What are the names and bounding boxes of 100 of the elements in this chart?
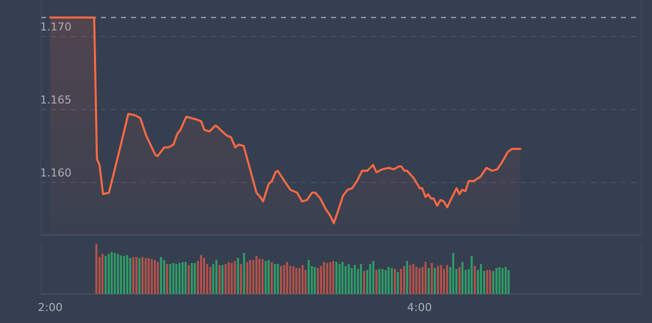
bar	[440, 265, 442, 294]
bar	[286, 262, 288, 294]
bar	[492, 271, 494, 294]
bar	[142, 257, 144, 294]
bar	[314, 267, 316, 294]
bar	[363, 271, 366, 294]
bar	[474, 266, 476, 294]
bar	[188, 265, 190, 294]
bar	[249, 260, 252, 294]
bar	[234, 261, 236, 294]
bar	[236, 258, 239, 294]
bar	[348, 264, 350, 294]
bar	[508, 270, 510, 294]
bar	[200, 255, 202, 294]
bar	[215, 260, 218, 294]
bar	[289, 266, 292, 294]
bar	[166, 264, 168, 294]
bar	[169, 264, 172, 294]
bar	[95, 244, 98, 294]
bar	[495, 268, 498, 294]
bar	[470, 256, 473, 294]
bar	[150, 259, 153, 294]
bar	[258, 259, 260, 294]
x-tick-label: 2:00	[38, 301, 63, 314]
bar	[394, 269, 396, 294]
bar	[270, 262, 273, 294]
bar	[120, 256, 122, 294]
bar	[230, 263, 233, 294]
bar	[138, 258, 140, 294]
bar	[156, 262, 159, 294]
bar	[372, 261, 374, 294]
bar	[194, 263, 196, 294]
bar	[190, 263, 193, 294]
bar	[264, 261, 267, 294]
bar	[341, 262, 344, 294]
bar	[126, 255, 128, 294]
bar	[434, 268, 436, 294]
bar	[436, 266, 439, 294]
bar	[209, 267, 212, 294]
bar	[388, 267, 390, 294]
y-tick-label: 1.170	[40, 20, 72, 34]
bar	[446, 265, 448, 294]
bar	[246, 262, 248, 294]
bar	[323, 262, 326, 294]
bar	[178, 263, 180, 294]
bar	[418, 268, 420, 294]
bar	[274, 264, 276, 294]
bar	[504, 267, 507, 294]
bar	[203, 258, 206, 294]
bar	[396, 272, 399, 294]
bar	[262, 259, 264, 294]
bar	[326, 263, 328, 294]
bar	[243, 253, 246, 294]
bar	[116, 254, 119, 294]
bar	[338, 264, 341, 294]
bar	[160, 257, 162, 294]
bar	[428, 268, 430, 294]
bar	[302, 265, 304, 294]
bar	[135, 257, 138, 294]
bar	[154, 260, 156, 294]
bar	[378, 269, 380, 294]
bar	[295, 268, 298, 294]
bar	[316, 268, 319, 294]
bar	[308, 260, 310, 294]
bar	[280, 266, 282, 294]
bar	[212, 264, 214, 294]
bar	[110, 252, 113, 294]
bar	[129, 258, 132, 294]
bar	[108, 254, 110, 294]
bar	[292, 266, 294, 294]
bar	[415, 267, 418, 294]
bar	[298, 268, 300, 294]
bar	[384, 270, 387, 294]
bar	[240, 264, 242, 294]
bar	[252, 260, 254, 294]
bar	[148, 258, 150, 294]
bar	[228, 262, 230, 294]
bar	[329, 262, 332, 294]
bar	[114, 253, 116, 294]
bar	[486, 270, 488, 294]
bar	[283, 265, 286, 294]
bar	[354, 265, 356, 294]
bar	[350, 268, 353, 294]
bar	[489, 270, 492, 294]
bar	[218, 265, 221, 294]
bar	[123, 256, 126, 294]
bar	[382, 269, 384, 294]
bar	[498, 267, 500, 294]
bar	[332, 261, 334, 294]
bar	[360, 264, 362, 294]
bar	[101, 254, 104, 294]
x-tick-label: 4:00	[407, 301, 432, 314]
bar	[412, 264, 414, 294]
bar	[221, 265, 224, 294]
bar	[400, 269, 402, 294]
bar	[375, 270, 378, 294]
bar	[335, 262, 338, 294]
bar	[276, 264, 279, 294]
bar	[163, 260, 166, 294]
bar	[502, 268, 504, 294]
